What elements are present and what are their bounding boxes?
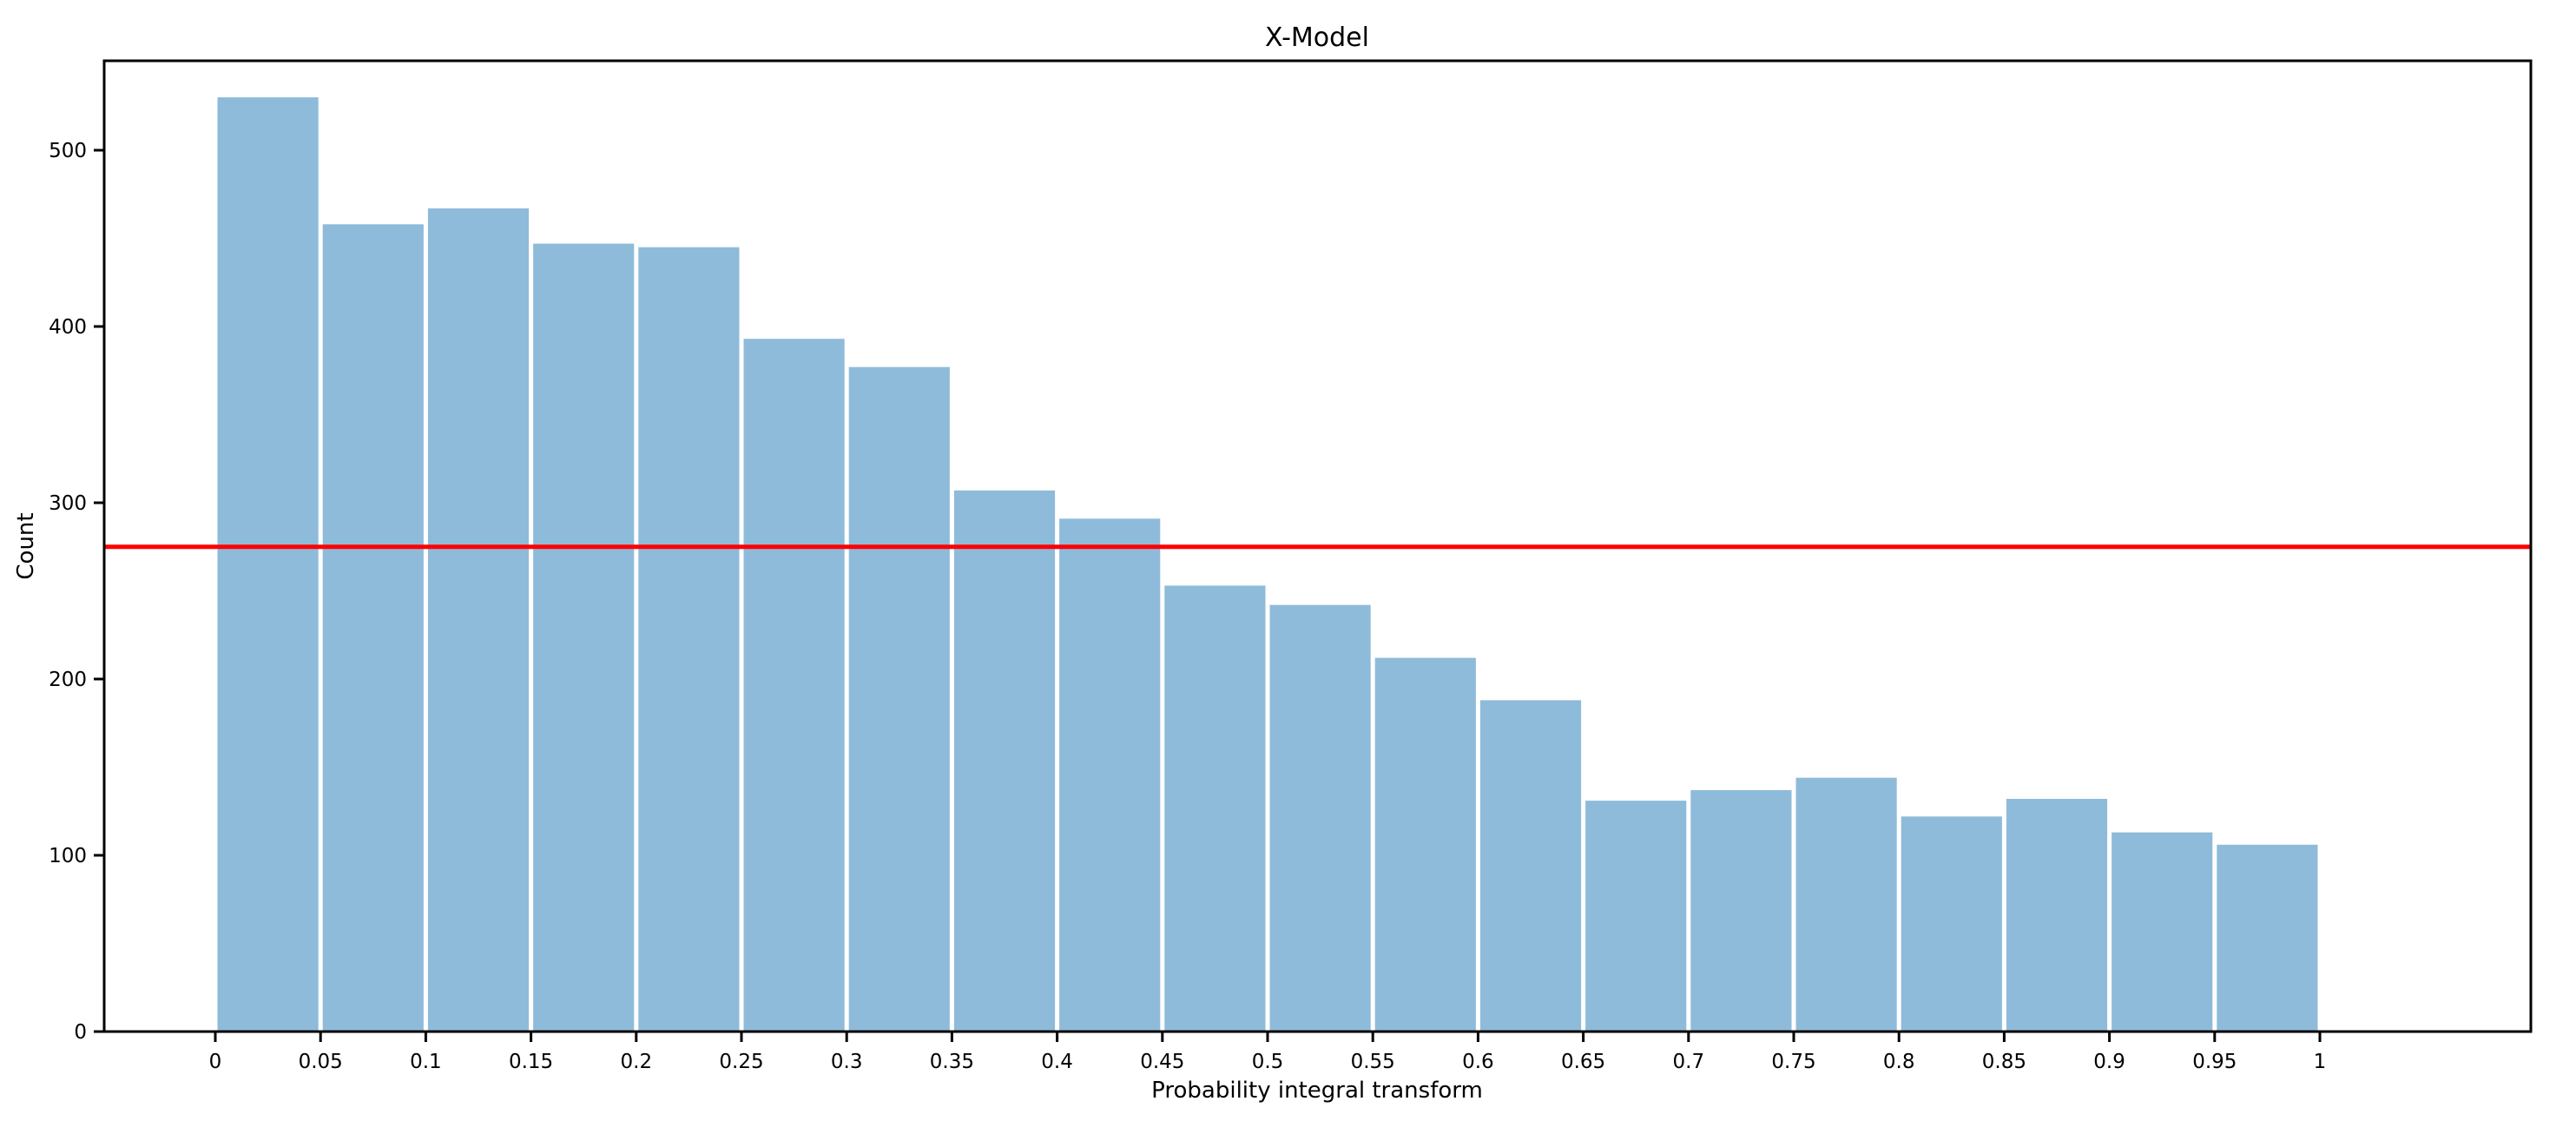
x-axis-label: Probability integral transform <box>1151 1078 1483 1104</box>
histogram-bars-layer <box>217 97 2318 1032</box>
x-tick-label: 0.55 <box>1351 1051 1395 1073</box>
x-tick-label: 0.35 <box>930 1051 974 1073</box>
histogram-bar <box>1269 604 1371 1032</box>
y-tick-label: 200 <box>49 669 87 691</box>
histogram-bar <box>533 243 635 1032</box>
histogram-bar <box>953 490 1056 1032</box>
histogram-bar <box>322 224 424 1032</box>
histogram-bar <box>638 247 740 1032</box>
histogram-bar <box>1901 816 2002 1032</box>
x-tick-label: 0.95 <box>2192 1051 2237 1073</box>
y-tick-label: 400 <box>49 316 87 339</box>
x-tick-label: 0.4 <box>1041 1051 1073 1073</box>
histogram-bar <box>1479 700 1582 1032</box>
axes-spines <box>102 59 2533 1033</box>
y-tick-label: 300 <box>49 492 87 515</box>
y-axis-label: Count <box>13 512 39 579</box>
histogram-bar <box>2112 832 2213 1032</box>
x-tick-label: 0.2 <box>621 1051 653 1073</box>
histogram-bar <box>2006 799 2108 1032</box>
histogram-bar <box>1585 801 1687 1032</box>
x-tick-label: 0.45 <box>1140 1051 1184 1073</box>
x-tick-label: 0.05 <box>299 1051 343 1073</box>
x-tick-label: 1 <box>2314 1051 2327 1073</box>
histogram-bar <box>1795 777 1897 1032</box>
histogram-bar <box>1690 789 1792 1032</box>
histogram-bar <box>743 339 845 1032</box>
x-tick-label: 0.5 <box>1252 1051 1284 1073</box>
histogram-bar <box>217 97 319 1032</box>
x-tick-label: 0 <box>209 1051 222 1073</box>
histogram-bar <box>1059 518 1161 1032</box>
y-tick-label: 100 <box>49 845 87 867</box>
x-tick-label: 0.8 <box>1883 1051 1915 1073</box>
histogram-bar <box>848 366 950 1032</box>
x-tick-label: 0.65 <box>1561 1051 1605 1073</box>
x-tick-label: 0.25 <box>719 1051 763 1073</box>
histogram-bar <box>1374 657 1476 1032</box>
y-tick-label: 500 <box>49 140 87 162</box>
y-axis-ticks-layer: 0 100 200 300 400 500 <box>49 140 104 1044</box>
x-tick-label: 0.6 <box>1462 1051 1494 1073</box>
x-axis-ticks-layer: 0 0.05 0.1 0.15 0.2 0.25 0.3 0.35 0.4 0.45 0.5 0.55… <box>209 1032 2327 1073</box>
x-tick-label: 0.85 <box>1982 1051 2026 1073</box>
histogram-bar <box>1164 585 1266 1032</box>
histogram-bar <box>427 208 530 1032</box>
chart-title: X-Model <box>1265 23 1369 53</box>
x-tick-label: 0.7 <box>1673 1051 1705 1073</box>
x-tick-label: 0.1 <box>410 1051 442 1073</box>
x-tick-label: 0.9 <box>2093 1051 2125 1073</box>
x-tick-label: 0.15 <box>509 1051 553 1073</box>
x-tick-label: 0.3 <box>831 1051 863 1073</box>
y-tick-label: 0 <box>74 1021 87 1044</box>
x-tick-label: 0.75 <box>1771 1051 1815 1073</box>
histogram-bar <box>2217 844 2318 1032</box>
